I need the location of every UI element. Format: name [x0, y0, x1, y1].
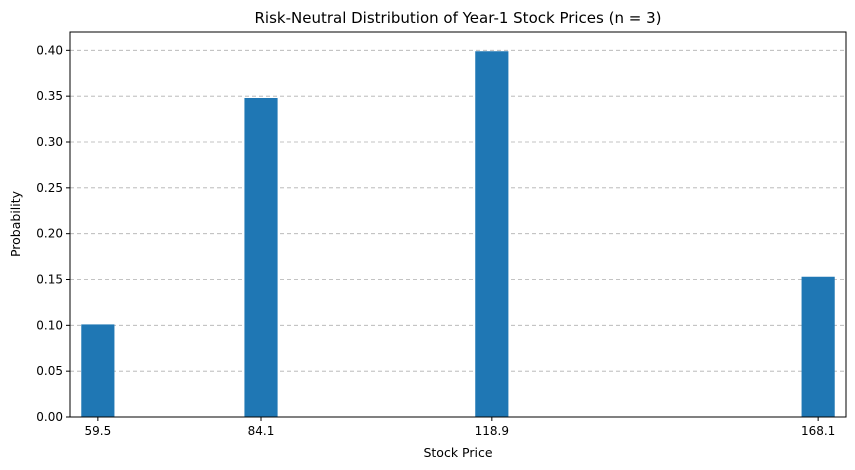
bar-layer — [81, 51, 835, 417]
y-tick-label: 0.40 — [36, 43, 63, 57]
y-axis-label: Probability — [8, 190, 23, 257]
y-tick-label: 0.25 — [36, 181, 63, 195]
x-tick-label: 168.1 — [801, 424, 835, 438]
chart-title: Risk-Neutral Distribution of Year-1 Stoc… — [255, 9, 662, 27]
x-tick-label: 84.1 — [248, 424, 275, 438]
y-tick-label: 0.35 — [36, 89, 63, 103]
x-tick-label: 118.9 — [475, 424, 509, 438]
bar — [244, 98, 278, 417]
plot-frame — [69, 31, 847, 418]
x-ticks: 59.5 84.1 118.9 168.1 — [84, 417, 835, 438]
y-tick-label: 0.20 — [36, 227, 63, 241]
x-axis-label: Stock Price — [423, 445, 492, 460]
bar — [801, 276, 835, 417]
y-ticks: 0.00 0.05 0.10 0.15 0.20 0.25 0.30 0.35 0.40 — [36, 43, 70, 424]
grid-layer — [70, 49, 846, 418]
y-tick-label: 0.30 — [36, 135, 63, 149]
y-tick-label: 0.05 — [36, 364, 63, 378]
y-tick-label: 0.15 — [36, 273, 63, 287]
bar — [475, 51, 509, 417]
bar — [81, 324, 115, 417]
y-tick-label: 0.10 — [36, 318, 63, 332]
x-tick-label: 59.5 — [84, 424, 111, 438]
y-tick-label: 0.00 — [36, 410, 63, 424]
